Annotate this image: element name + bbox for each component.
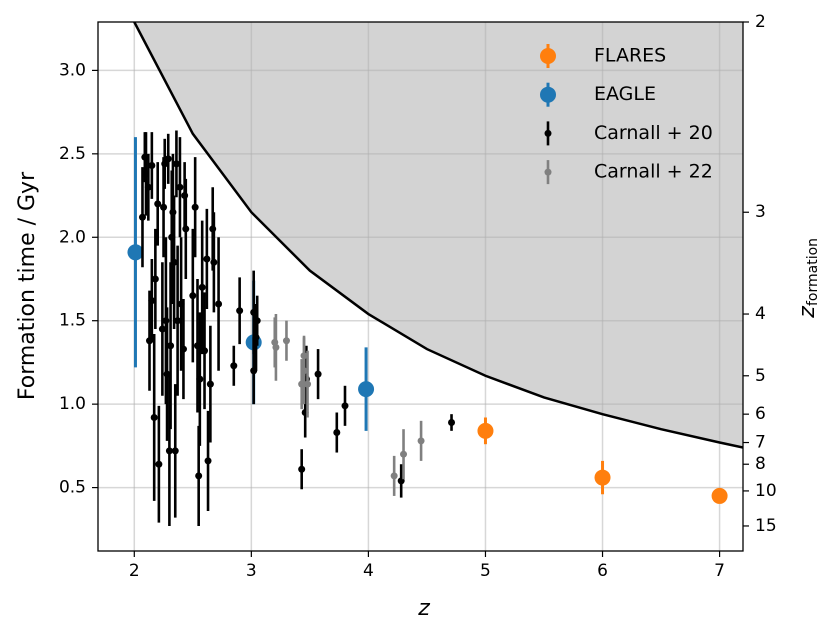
point [165, 447, 173, 455]
point [594, 469, 611, 486]
point [304, 380, 312, 388]
point [250, 367, 258, 375]
y2-axis-label-main: z [795, 306, 820, 319]
point [160, 203, 168, 211]
x-tick-label: 3 [246, 561, 257, 581]
point [148, 162, 156, 170]
point [333, 429, 341, 437]
point [300, 367, 308, 375]
y2-tick-label: 5 [755, 366, 766, 386]
plot-area [98, 22, 743, 551]
point [215, 300, 223, 308]
point [170, 258, 178, 266]
point [230, 362, 238, 370]
point [151, 275, 159, 283]
point [191, 203, 199, 211]
y-axis-label: Formation time / Gyr [15, 171, 40, 400]
point [196, 375, 204, 383]
point [176, 183, 184, 191]
legend-marker [540, 48, 556, 64]
legend-label: EAGLE [594, 83, 656, 105]
point [417, 437, 425, 445]
point [171, 447, 179, 455]
y2-tick-label: 2 [755, 12, 766, 32]
legend-label: Carnall + 20 [594, 122, 713, 144]
point [172, 160, 180, 168]
y-tick-label: 2.0 [59, 227, 86, 247]
point [314, 370, 322, 378]
formation-curve [133, 22, 743, 449]
point [167, 342, 175, 350]
point [448, 419, 456, 427]
y-tick-label: 2.5 [59, 144, 86, 164]
point [253, 317, 261, 325]
point [138, 213, 146, 221]
point [236, 307, 244, 315]
point [341, 402, 349, 410]
x-axis-label: z [417, 596, 430, 621]
point [127, 244, 144, 261]
point [210, 258, 218, 266]
point [158, 325, 166, 333]
y2-tick-label: 7 [755, 433, 766, 453]
y2-tick-label: 3 [755, 202, 766, 222]
point [148, 297, 156, 305]
point [174, 317, 182, 325]
y-tick-label: 1.5 [59, 311, 86, 331]
y2-tick-label: 15 [755, 516, 777, 536]
y2-tick-label: 6 [755, 404, 766, 424]
y-tick-label: 0.5 [59, 478, 86, 498]
x-tick-label: 7 [714, 561, 725, 581]
plot-frame [97, 21, 744, 552]
point [195, 472, 203, 480]
legend-marker [540, 86, 556, 103]
excluded-region [134, 22, 743, 448]
point [298, 465, 306, 473]
point [711, 487, 728, 504]
legend-marker [544, 168, 552, 176]
y2-axis-label-sub: formation [805, 238, 821, 306]
point [272, 343, 280, 351]
legend-marker [544, 129, 552, 137]
point [179, 345, 187, 353]
point [144, 183, 152, 191]
point [477, 422, 494, 439]
point [203, 255, 211, 263]
point [201, 347, 209, 355]
y-tick-label: 3.0 [59, 60, 86, 80]
x-tick-label: 2 [129, 561, 140, 581]
point [358, 381, 375, 398]
y2-tick-label: 4 [755, 304, 766, 324]
point [198, 283, 206, 291]
y2-tick-label: 10 [755, 481, 777, 501]
y2-axis-label: z formation [795, 238, 821, 319]
x-tick-label: 6 [597, 561, 608, 581]
legend-label: Carnall + 22 [594, 161, 713, 183]
x-tick-label: 5 [480, 561, 491, 581]
y2-tick-label: 8 [755, 454, 766, 474]
point [189, 292, 197, 300]
y-tick-label: 1.0 [59, 394, 86, 414]
point [390, 472, 398, 480]
point [282, 337, 290, 345]
legend-label: FLARES [594, 45, 666, 67]
point [161, 160, 169, 168]
point [182, 225, 190, 233]
point [164, 155, 172, 163]
point [400, 450, 408, 458]
x-tick-label: 4 [363, 561, 374, 581]
point [206, 380, 214, 388]
point [155, 460, 163, 468]
point [150, 413, 158, 421]
point [154, 200, 162, 208]
point [204, 457, 212, 465]
